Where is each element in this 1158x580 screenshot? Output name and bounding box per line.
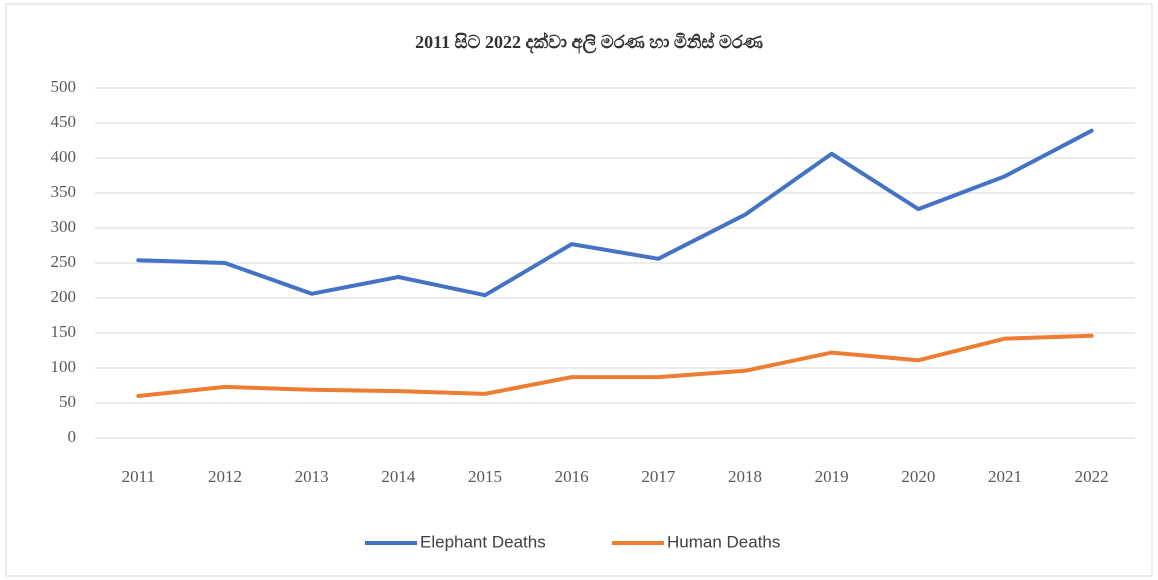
x-tick-label: 2021: [988, 467, 1022, 486]
x-tick-label: 2022: [1075, 467, 1109, 486]
y-tick-label: 500: [51, 77, 77, 96]
x-tick-label: 2014: [381, 467, 416, 486]
x-tick-label: 2017: [641, 467, 676, 486]
y-tick-label: 400: [51, 147, 77, 166]
x-tick-label: 2019: [815, 467, 849, 486]
x-tick-label: 2011: [122, 467, 155, 486]
x-tick-label: 2015: [468, 467, 502, 486]
chart-title: 2011 සිට 2022 දක්වා අලි මරණ හා මිනිස් මර…: [415, 31, 763, 54]
x-tick-label: 2020: [901, 467, 935, 486]
legend-label: Elephant Deaths: [420, 532, 546, 551]
y-tick-label: 150: [51, 322, 77, 341]
x-tick-label: 2018: [728, 467, 762, 486]
chart-border: [5, 3, 1153, 577]
legend-label: Human Deaths: [667, 532, 780, 551]
y-tick-label: 450: [51, 112, 77, 131]
data-line: [136, 333, 1094, 398]
y-tick-label: 200: [51, 287, 77, 306]
x-tick-label: 2013: [295, 467, 329, 486]
y-tick-label: 0: [68, 427, 77, 446]
data-line: [136, 128, 1094, 298]
y-tick-label: 350: [51, 182, 77, 201]
x-tick-label: 2012: [208, 467, 242, 486]
y-tick-label: 50: [59, 392, 76, 411]
y-tick-label: 250: [51, 252, 77, 271]
x-tick-label: 2016: [555, 467, 589, 486]
y-tick-label: 100: [51, 357, 77, 376]
y-tick-label: 300: [51, 217, 77, 236]
